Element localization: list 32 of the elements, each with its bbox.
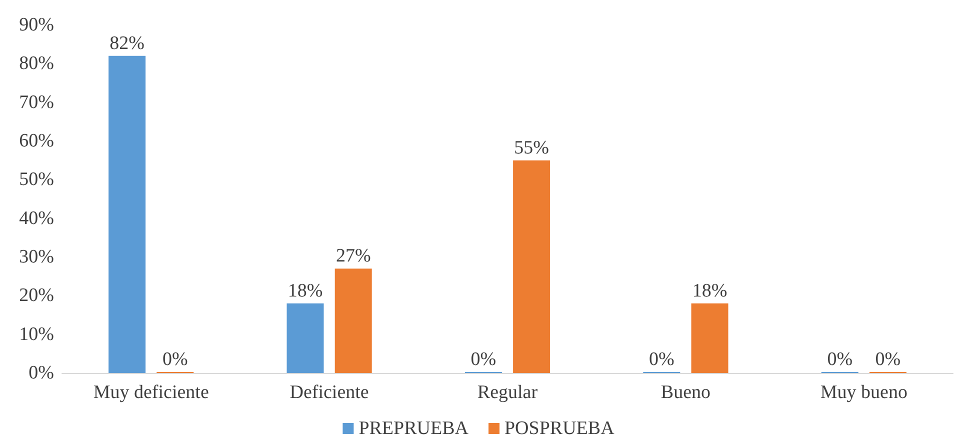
x-tick-label: Regular [477, 382, 538, 403]
data-label: 82% [110, 32, 145, 54]
data-label: 55% [514, 137, 550, 158]
data-label: 0% [648, 349, 674, 370]
x-tick-label: Muy deficiente [93, 382, 209, 403]
x-tick-label: Deficiente [290, 382, 369, 403]
y-tick-label: 30% [19, 246, 54, 268]
y-tick-label: 70% [19, 92, 54, 113]
legend-label: PREPRUEBA [358, 418, 469, 439]
data-label: 18% [692, 280, 728, 302]
bar [691, 303, 728, 373]
data-label: 27% [336, 246, 371, 267]
bar [108, 56, 146, 373]
y-tick-label: 80% [19, 53, 54, 74]
x-tick-label: Bueno [660, 382, 711, 403]
y-tick-label: 20% [19, 285, 54, 306]
y-tick-label: 90% [19, 14, 54, 36]
data-label: 0% [827, 349, 853, 370]
data-label: 0% [470, 349, 496, 370]
legend-label: POSPRUEBA [504, 418, 615, 439]
y-tick-label: 40% [19, 208, 54, 229]
bar [513, 160, 550, 373]
bar [286, 303, 324, 373]
y-tick-label: 0% [28, 362, 54, 384]
data-label: 18% [288, 280, 323, 302]
data-label: 0% [162, 349, 188, 370]
y-tick-label: 50% [19, 169, 54, 190]
data-label: 0% [875, 349, 901, 370]
y-tick-label: 60% [19, 130, 54, 152]
x-tick-label: Muy bueno [820, 382, 908, 403]
y-tick-label: 10% [19, 324, 54, 345]
bar [334, 268, 372, 373]
